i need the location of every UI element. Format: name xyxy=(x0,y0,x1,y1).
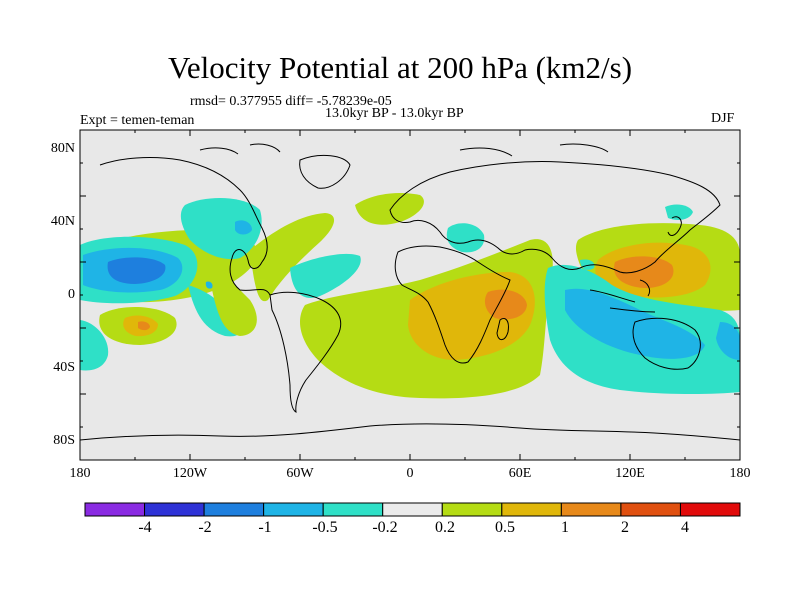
lon-label-0: 0 xyxy=(406,466,414,481)
colorbar-swatch xyxy=(441,502,503,517)
coastline-arctic-islands xyxy=(199,143,609,157)
lat-label-80n: 80N xyxy=(50,141,75,156)
colorbar-label: -4 xyxy=(138,519,152,536)
contour-region xyxy=(565,288,705,359)
lat-label-80s: 80S xyxy=(53,433,75,448)
contour-region xyxy=(580,259,595,270)
contour-fields xyxy=(80,193,740,399)
colorbar-label: -0.2 xyxy=(372,519,398,536)
contour-region xyxy=(107,257,166,284)
stats-subtitle: rmsd= 0.377955 diff= -5.78239e-05 xyxy=(190,94,392,109)
lat-label-0: 0 xyxy=(68,287,75,302)
lat-label-40s: 40S xyxy=(53,360,75,375)
colorbar-swatch xyxy=(620,502,681,517)
colorbar-swatch xyxy=(203,502,265,517)
colorbar-swatch xyxy=(560,502,622,517)
contour-region xyxy=(80,320,109,371)
lon-label-180e: 180 xyxy=(729,466,751,481)
coastline-eurasia xyxy=(389,161,721,274)
lon-label-120e: 120E xyxy=(615,466,645,481)
contour-region xyxy=(205,281,213,289)
experiment-label: Expt = temen-teman xyxy=(80,113,195,128)
coastline-south-america xyxy=(269,291,342,413)
coastline-madagascar xyxy=(496,318,509,341)
coastline-north-america xyxy=(99,157,271,296)
coastline-africa xyxy=(394,245,511,364)
colorbar-swatch xyxy=(679,502,741,517)
contour-region xyxy=(250,213,335,302)
coastline-greenland xyxy=(299,154,351,189)
contour-region xyxy=(614,256,674,288)
colorbar-label: 1 xyxy=(561,519,569,536)
colorbar-swatch xyxy=(382,502,443,517)
colorbar-swatch xyxy=(84,502,146,517)
season-label: DJF xyxy=(711,111,735,126)
colorbar-label: 2 xyxy=(621,519,629,536)
axis-ticks xyxy=(79,129,741,461)
coastline-antarctica xyxy=(80,423,740,441)
colorbar-label: -2 xyxy=(198,519,212,536)
contour-region xyxy=(138,321,150,331)
colorbar-swatch xyxy=(322,502,384,517)
lon-label-60w: 60W xyxy=(286,466,314,481)
lat-label-40n: 40N xyxy=(50,214,75,229)
colorbar-swatch xyxy=(144,502,205,517)
coastlines xyxy=(80,143,740,441)
lon-label-120w: 120W xyxy=(172,466,208,481)
colorbar-label: -0.5 xyxy=(312,519,338,536)
lon-label-180w: 180 xyxy=(69,466,91,481)
contour-region xyxy=(235,220,252,235)
colorbar-label: 0.2 xyxy=(435,519,455,536)
contour-region xyxy=(355,193,424,225)
coastline-japan xyxy=(667,216,682,236)
colorbar-swatch xyxy=(501,502,562,517)
contour-region xyxy=(205,250,257,336)
contour-region xyxy=(484,289,527,320)
contour-region xyxy=(716,322,740,360)
colorbar-label: -1 xyxy=(258,519,272,536)
chart-title: Velocity Potential at 200 hPa (km2/s) xyxy=(167,50,633,85)
coastline-indonesia xyxy=(589,279,656,313)
contour-region xyxy=(665,204,693,220)
period-subtitle: 13.0kyr BP - 13.0kyr BP xyxy=(325,106,464,121)
colorbar-label: 4 xyxy=(681,519,689,536)
colorbar xyxy=(84,502,741,517)
colorbar-label: 0.5 xyxy=(495,519,515,536)
colorbar-swatch xyxy=(263,502,324,517)
lon-label-60e: 60E xyxy=(508,466,532,481)
coastline-australia xyxy=(632,317,701,370)
contour-region xyxy=(180,198,262,260)
contour-region xyxy=(290,253,361,298)
contour-region xyxy=(446,223,485,253)
